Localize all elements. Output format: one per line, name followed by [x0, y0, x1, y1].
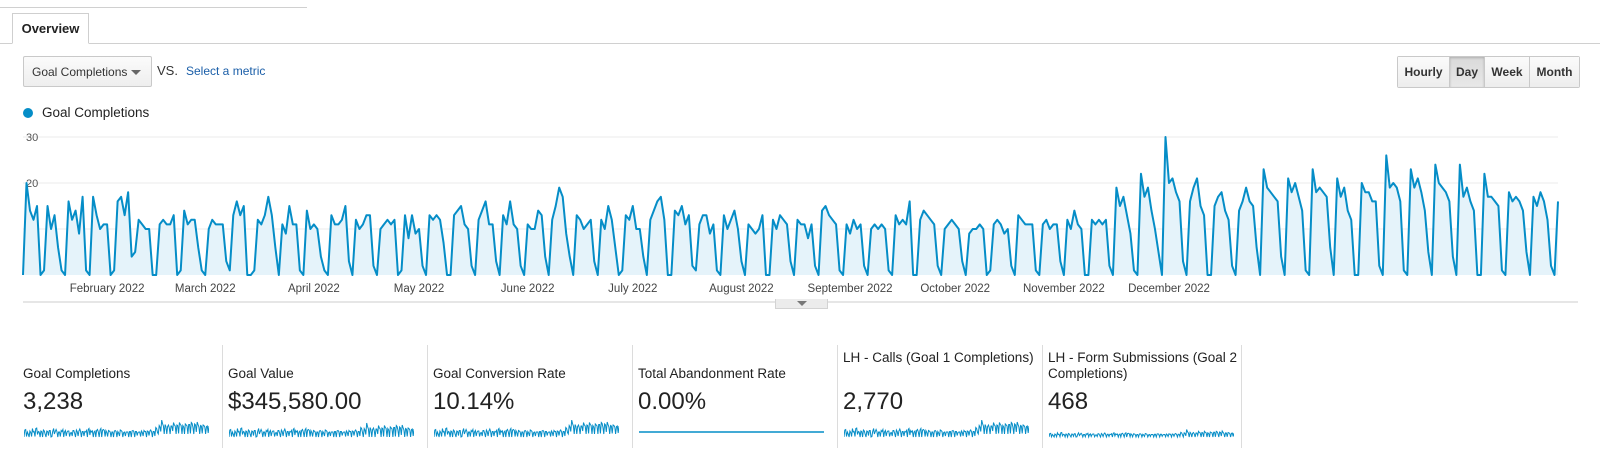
vs-label: VS.	[157, 63, 178, 78]
scorecard-value: $345,580.00	[228, 388, 362, 415]
sparkline-path	[229, 422, 414, 438]
x-tick-label: July 2022	[608, 283, 657, 295]
x-tick-label: June 2022	[501, 283, 555, 295]
scorecard-lh-calls[interactable]: LH - Calls (Goal 1 Completions) 2,770	[843, 345, 1043, 448]
sparkline-path	[24, 420, 209, 438]
day-button[interactable]: Day	[1449, 57, 1484, 87]
x-tick-label: September 2022	[808, 283, 893, 295]
caret-down-icon	[797, 301, 807, 306]
scorecard-value: 3,238	[23, 388, 84, 415]
hourly-button[interactable]: Hourly	[1398, 57, 1449, 87]
scorecard-title: Total Abandonment Rate	[638, 366, 786, 381]
tab-bar: Overview	[0, 0, 1600, 45]
scorecard-goal-value[interactable]: Goal Value $345,580.00	[228, 345, 428, 448]
scorecard-goal-completions[interactable]: Goal Completions 3,238	[23, 345, 223, 448]
sparkline	[24, 420, 209, 438]
scorecard-value: 0.00%	[638, 388, 707, 415]
sparkline	[229, 422, 414, 438]
x-tick-label: August 2022	[709, 283, 774, 295]
series-line	[22, 136, 1559, 276]
x-tick-label: December 2022	[1128, 283, 1210, 295]
collapse-chart-handle[interactable]	[775, 299, 828, 309]
scorecard-title: LH - Form Submissions (Goal 2 Completion…	[1048, 350, 1238, 381]
sparkline	[844, 420, 1029, 438]
sparkline-path	[844, 420, 1029, 438]
scorecard-title: Goal Conversion Rate	[433, 366, 566, 381]
sparkline-path	[434, 420, 619, 438]
scorecard-goal-conversion-rate[interactable]: Goal Conversion Rate 10.14%	[433, 345, 633, 448]
chevron-down-icon	[131, 70, 141, 75]
y-tick-label: 20	[26, 178, 38, 190]
chart-legend: Goal Completions	[23, 105, 149, 120]
scorecards: Goal Completions 3,238 Goal Value $345,5…	[0, 345, 1600, 450]
scorecard-title: Goal Value	[228, 366, 294, 381]
metric-dropdown[interactable]: Goal Completions	[23, 56, 152, 87]
y-tick-label: 30	[26, 132, 38, 144]
sparkline	[434, 420, 619, 438]
legend-label: Goal Completions	[42, 105, 150, 120]
scorecard-title: LH - Calls (Goal 1 Completions)	[843, 350, 1034, 365]
x-tick-label: November 2022	[1023, 283, 1105, 295]
x-tick-label: February 2022	[70, 283, 145, 295]
sparkline	[639, 431, 824, 433]
scorecard-lh-form-submissions[interactable]: LH - Form Submissions (Goal 2 Completion…	[1048, 345, 1242, 448]
tab-bar-top-divider	[0, 7, 307, 8]
sparkline	[1049, 429, 1234, 439]
scorecard-title: Goal Completions	[23, 366, 131, 381]
scorecard-value: 468	[1048, 388, 1089, 415]
sparkline-path	[1049, 429, 1234, 439]
select-metric-link[interactable]: Select a metric	[186, 64, 266, 78]
x-tick-label: March 2022	[175, 283, 236, 295]
legend-dot-icon	[23, 107, 33, 118]
metric-dropdown-label: Goal Completions	[32, 64, 128, 79]
scorecard-value: 2,770	[843, 388, 904, 415]
x-tick-label: April 2022	[288, 283, 340, 295]
scorecard-value: 10.14%	[433, 388, 515, 415]
tab-bar-divider	[0, 43, 1600, 44]
series-area	[23, 137, 1558, 275]
week-button[interactable]: Week	[1484, 57, 1529, 87]
month-button[interactable]: Month	[1529, 57, 1579, 87]
x-tick-label: May 2022	[394, 283, 445, 295]
scorecard-total-abandonment-rate[interactable]: Total Abandonment Rate 0.00%	[638, 345, 838, 448]
tab-overview[interactable]: Overview	[12, 13, 89, 44]
x-tick-label: October 2022	[920, 283, 990, 295]
granularity-toggle: Hourly Day Week Month	[1397, 56, 1580, 88]
